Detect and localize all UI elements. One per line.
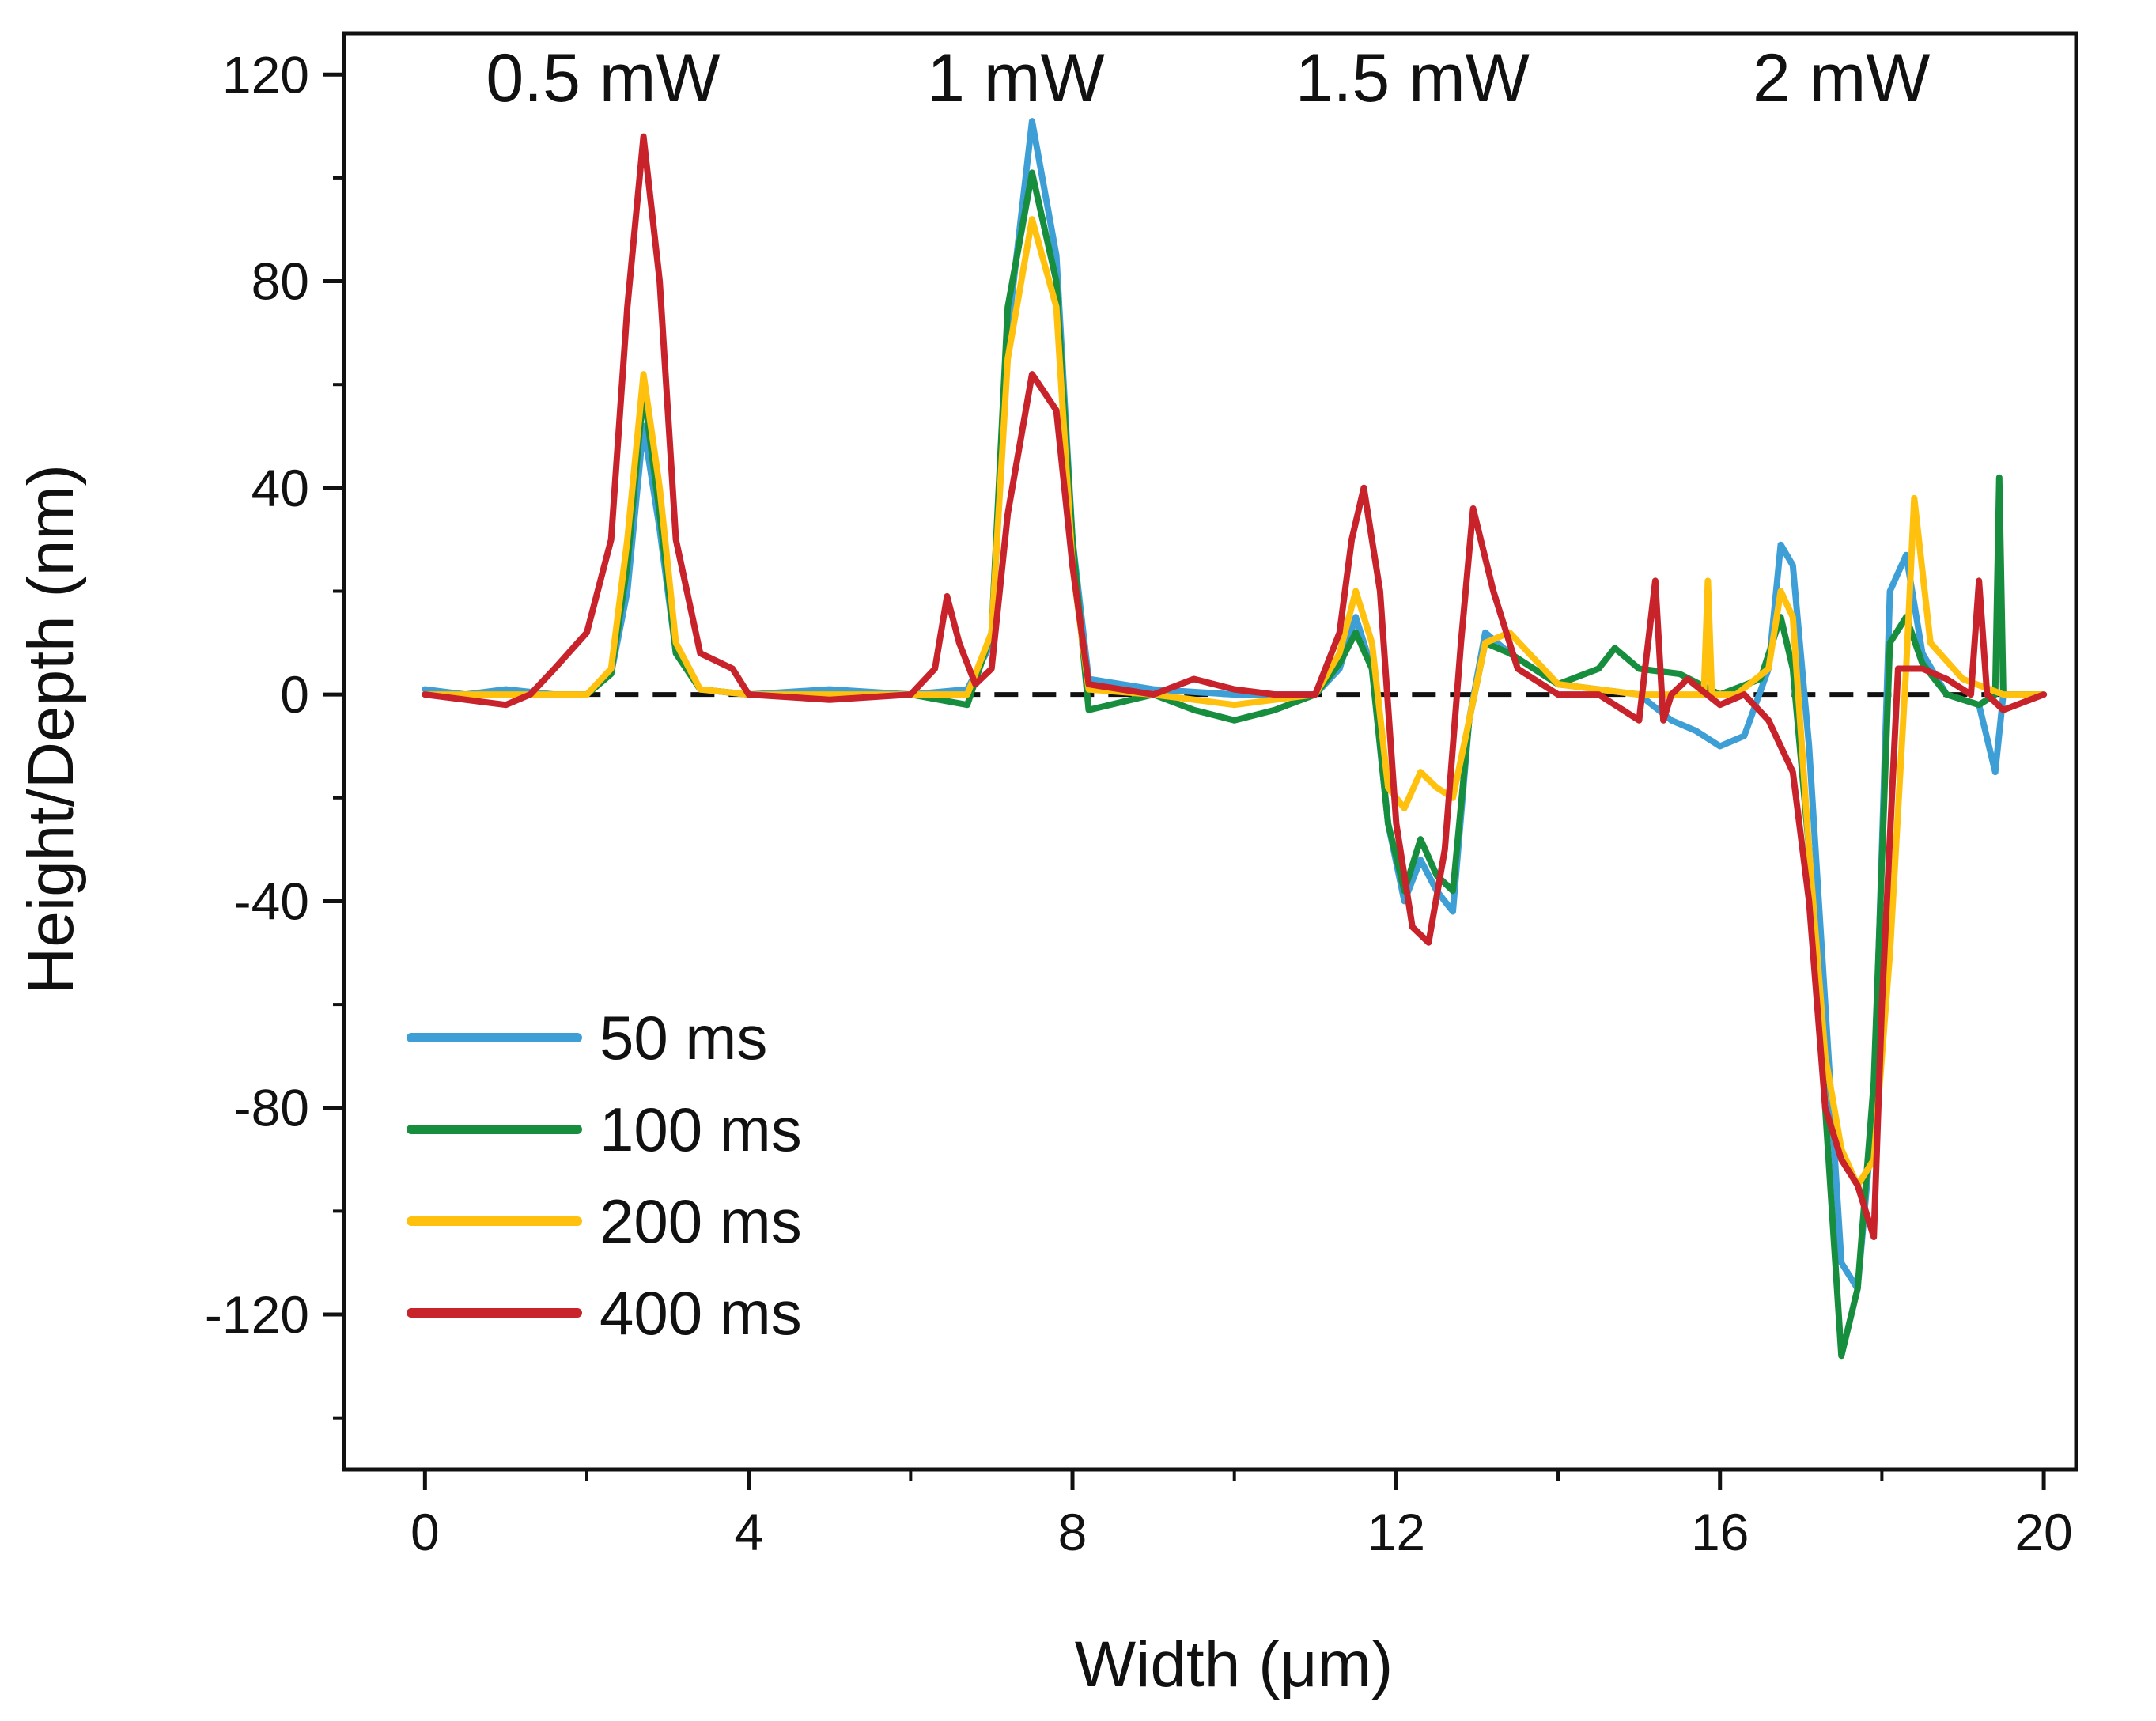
y-axis-title: Height/Depth (nm) (15, 464, 87, 994)
legend-label: 100 ms (600, 1095, 802, 1164)
x-tick-label: 20 (2014, 1503, 2072, 1561)
annotation-layer: 0.5 mW 1 mW 1.5 mW 2 mW (486, 40, 1930, 116)
x-tick-label: 0 (410, 1503, 440, 1561)
y-tick-label: 0 (280, 665, 309, 724)
y-tick-label: 40 (252, 459, 309, 517)
series-layer (422, 118, 2048, 1360)
x-tick-label: 16 (1691, 1503, 1749, 1561)
plot-frame (342, 31, 2078, 1472)
power-label: 1.5 mW (1295, 40, 1530, 116)
x-axis-title: Width (μm) (1075, 1628, 1394, 1700)
y-tick-label: -40 (234, 872, 309, 930)
y-tick-label: 80 (252, 252, 309, 311)
power-label: 2 mW (1753, 40, 1931, 116)
x-tick-label: 8 (1058, 1503, 1087, 1561)
y-tick-label: 120 (222, 45, 309, 104)
legend-label: 200 ms (600, 1186, 802, 1256)
x-tick-label: 4 (734, 1503, 763, 1561)
legend: 50 ms 100 ms 200 ms 400 ms (407, 1003, 802, 1348)
plot-border (342, 31, 2078, 1472)
y-tick-label: -80 (234, 1079, 309, 1137)
power-label: 0.5 mW (486, 40, 720, 116)
series-line-200-ms (422, 216, 2048, 1189)
y-tick-label: -120 (205, 1285, 309, 1344)
legend-label: 50 ms (600, 1003, 767, 1072)
series-line-400-ms (422, 133, 2048, 1240)
axis-layer: 0 4 8 12 16 20 120 80 40 0 -40 -80 -120 (205, 45, 2073, 1561)
legend-label: 400 ms (600, 1278, 802, 1348)
power-label: 1 mW (927, 40, 1105, 116)
x-tick-label: 12 (1367, 1503, 1425, 1561)
